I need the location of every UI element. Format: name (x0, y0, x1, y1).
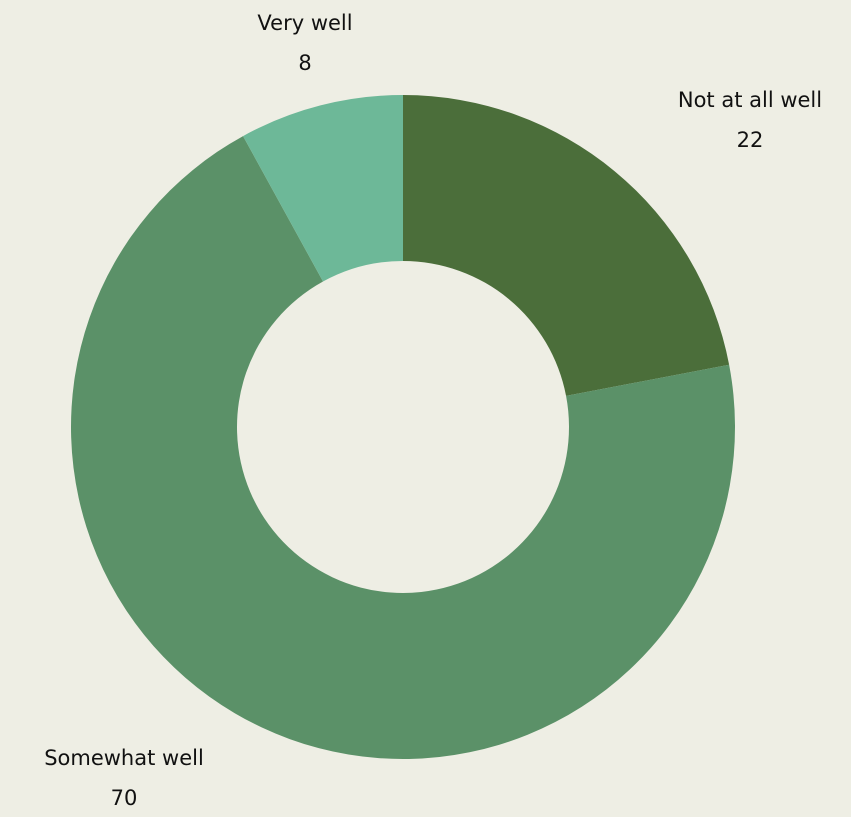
slice-not-at-all-well[interactable] (403, 95, 730, 396)
slice-label-value: 22 (737, 128, 764, 152)
slice-label-value: 70 (111, 786, 138, 810)
donut-slices (70, 95, 735, 759)
slice-somewhat-well[interactable] (70, 136, 735, 759)
slice-label-value: 8 (298, 51, 311, 75)
slice-labels: Not at all well 22 Somewhat well 70 Very wel… (44, 11, 822, 810)
slice-label-name: Very well (257, 11, 352, 35)
slice-label-name: Not at all well (678, 88, 822, 112)
slice-very-well[interactable] (243, 95, 403, 282)
slice-label-name: Somewhat well (44, 746, 204, 770)
